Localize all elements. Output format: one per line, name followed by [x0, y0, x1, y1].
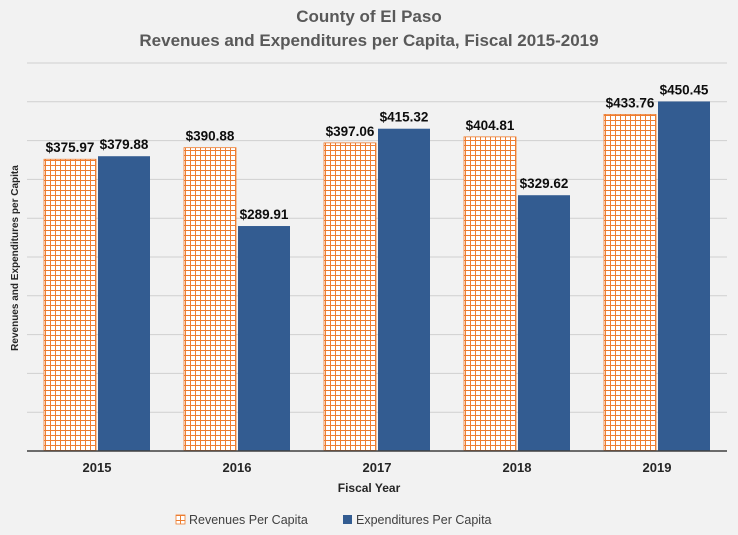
- expenditure-label-2016: $289.91: [240, 207, 289, 222]
- expenditure-label-2018: $329.62: [520, 176, 569, 191]
- revenue-label-2018: $404.81: [466, 118, 515, 133]
- revenue-label-2019: $433.76: [606, 95, 655, 110]
- y-axis-title: Revenues and Expenditures per Capita: [10, 165, 21, 351]
- expenditure-bar-2019: [658, 101, 710, 451]
- revenue-label-2015: $375.97: [46, 140, 95, 155]
- revenue-bar-2018: [463, 136, 517, 452]
- revenue-bar-2017: [323, 142, 377, 452]
- x-axis-title: Fiscal Year: [338, 481, 401, 495]
- expenditure-bar-2016: [238, 226, 290, 451]
- legend-label-expenditures: Expenditures Per Capita: [356, 513, 492, 527]
- legend-label-revenues: Revenues Per Capita: [189, 513, 308, 527]
- x-tick-2016: 2016: [223, 460, 252, 475]
- x-tick-2017: 2017: [363, 460, 392, 475]
- expenditure-label-2015: $379.88: [100, 137, 149, 152]
- legend-swatch-expenditures: [343, 515, 352, 524]
- legend: Revenues Per Capita Expenditures Per Cap…: [175, 513, 492, 527]
- revenue-label-2017: $397.06: [326, 124, 375, 139]
- expenditure-label-2019: $450.45: [660, 82, 709, 97]
- expenditure-label-2017: $415.32: [380, 110, 429, 125]
- x-tick-2015: 2015: [83, 460, 112, 475]
- x-tick-labels: 2015 2016 2017 2018 2019: [83, 460, 672, 475]
- revenue-bar-2019: [603, 114, 657, 452]
- revenue-label-2016: $390.88: [186, 129, 235, 144]
- x-tick-2019: 2019: [643, 460, 672, 475]
- x-tick-2018: 2018: [503, 460, 532, 475]
- expenditure-bar-2017: [378, 128, 430, 452]
- expenditure-bar-2015: [98, 156, 150, 451]
- expenditure-bar-2018: [518, 195, 570, 451]
- revenue-bar-2016: [183, 147, 237, 452]
- chart-title: County of El Paso: [296, 7, 441, 26]
- data-labels: $375.97 $379.88 $390.88 $289.91 $397.06 $415.…: [46, 82, 709, 222]
- bars: [43, 101, 710, 452]
- chart-subtitle: Revenues and Expenditures per Capita, Fi…: [139, 31, 598, 50]
- revenue-bar-2015: [43, 158, 97, 452]
- legend-swatch-revenues: [175, 514, 186, 525]
